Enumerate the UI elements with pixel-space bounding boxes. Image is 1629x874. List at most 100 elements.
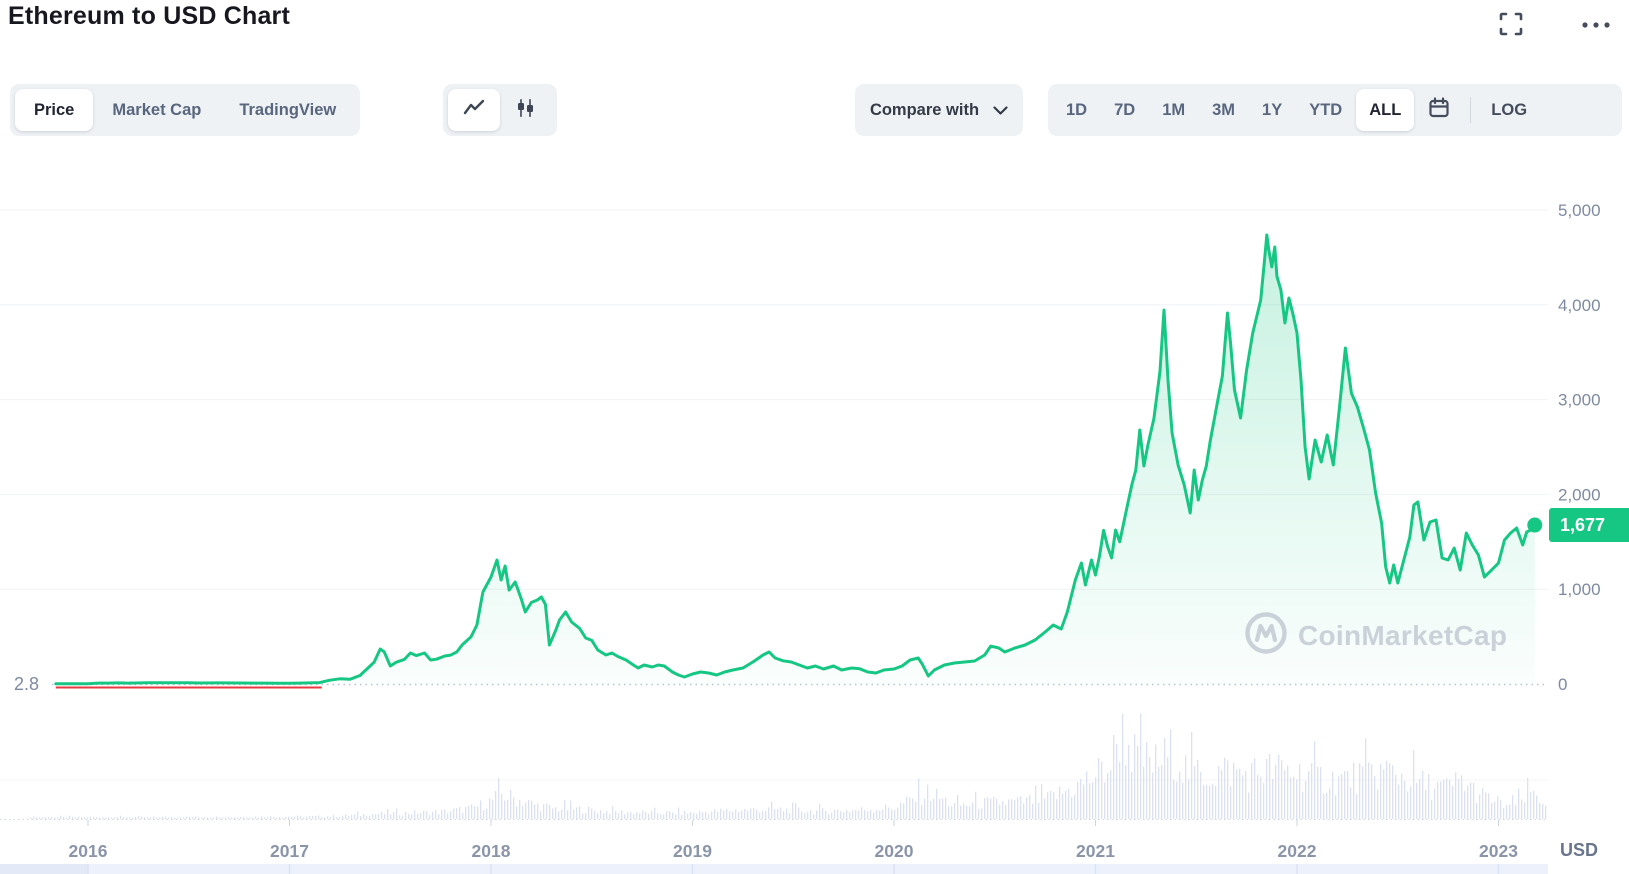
toolbar-divider: [1470, 97, 1472, 123]
volume-bar: [603, 813, 605, 819]
volume-bar: [249, 817, 251, 819]
volume-bar: [723, 810, 725, 819]
volume-bar: [258, 817, 260, 819]
volume-bar: [486, 808, 488, 819]
coinmarketcap-logo-icon: [1244, 611, 1288, 660]
range-all-button[interactable]: ALL: [1356, 89, 1415, 131]
volume-bar: [1389, 763, 1391, 819]
range-1d-button[interactable]: 1D: [1053, 89, 1100, 131]
volume-bar: [645, 811, 647, 819]
volume-bar: [891, 809, 893, 819]
volume-bar: [1044, 798, 1046, 819]
volume-bar: [744, 808, 746, 819]
volume-bar: [285, 816, 287, 819]
volume-bar: [1191, 732, 1193, 819]
tab-market-cap[interactable]: Market Cap: [93, 89, 220, 131]
volume-bar: [1293, 776, 1295, 819]
volume-bar: [822, 807, 824, 819]
volume-bar: [252, 817, 254, 819]
range-band[interactable]: [0, 864, 1548, 874]
volume-bar: [939, 798, 941, 819]
volume-bar: [1530, 792, 1532, 819]
fullscreen-button[interactable]: [1494, 10, 1528, 40]
volume-bar: [612, 806, 614, 819]
volume-bar: [489, 798, 491, 819]
line-chart-button[interactable]: [448, 89, 500, 131]
volume-bar: [414, 810, 416, 819]
volume-bar: [1143, 766, 1145, 819]
volume-bar: [1440, 781, 1442, 819]
volume-bar: [42, 817, 44, 819]
range-band-left-segment[interactable]: [0, 864, 88, 874]
tab-tradingview[interactable]: TradingView: [220, 89, 355, 131]
volume-bar: [1005, 805, 1007, 819]
range-ytd-button[interactable]: YTD: [1296, 89, 1355, 131]
volume-bar: [750, 808, 752, 819]
x-axis-label: 2018: [472, 841, 511, 861]
volume-bar: [1194, 765, 1196, 819]
volume-bar: [807, 811, 809, 819]
volume-bar: [1506, 805, 1508, 819]
volume-bar: [1353, 762, 1355, 819]
volume-bar: [813, 814, 815, 819]
volume-bar: [1473, 782, 1475, 819]
volume-bar: [1209, 785, 1211, 819]
volume-bar: [327, 816, 329, 819]
volume-bar: [1056, 799, 1058, 819]
volume-bar: [1347, 770, 1349, 819]
volume-bar: [579, 806, 581, 819]
volume-bar: [600, 810, 602, 819]
volume-bar: [678, 807, 680, 819]
more-options-button[interactable]: [1576, 10, 1616, 40]
volume-bar: [594, 810, 596, 819]
volume-bar: [675, 814, 677, 819]
volume-bar: [636, 812, 638, 819]
volume-bar: [1242, 775, 1244, 819]
min-price-label: 2.8: [14, 674, 40, 694]
volume-bar: [774, 808, 776, 819]
compare-with-dropdown[interactable]: Compare with: [855, 84, 1023, 136]
range-7d-button[interactable]: 7D: [1101, 89, 1148, 131]
volume-bar: [1287, 765, 1289, 819]
volume-bar: [87, 817, 89, 819]
volume-bar: [1101, 761, 1103, 819]
volume-bar: [60, 815, 62, 819]
candlestick-chart-button[interactable]: [500, 89, 552, 131]
date-range-calendar-button[interactable]: [1415, 89, 1463, 131]
volume-bar: [435, 810, 437, 819]
volume-bar: [1248, 792, 1250, 819]
volume-bar: [765, 810, 767, 819]
volume-bar: [540, 811, 542, 819]
volume-bar: [69, 815, 71, 819]
volume-bar: [735, 809, 737, 819]
volume-bar: [681, 814, 683, 819]
volume-bar: [441, 810, 443, 819]
log-scale-toggle[interactable]: LOG: [1478, 89, 1540, 131]
range-1y-button[interactable]: 1Y: [1249, 89, 1295, 131]
volume-bar: [426, 810, 428, 819]
volume-bar: [720, 808, 722, 819]
volume-bar: [282, 817, 284, 819]
volume-bar: [210, 817, 212, 819]
volume-bar: [237, 817, 239, 819]
volume-bar: [852, 810, 854, 819]
volume-bar: [1533, 791, 1535, 819]
volume-bar: [1041, 784, 1043, 819]
volume-bar: [942, 798, 944, 819]
volume-bar: [792, 802, 794, 819]
volume-bar: [1488, 793, 1490, 819]
range-1m-button[interactable]: 1M: [1149, 89, 1198, 131]
volume-bar: [987, 797, 989, 819]
volume-bar: [1059, 786, 1061, 819]
volume-bar: [1455, 772, 1457, 819]
volume-bar: [162, 816, 164, 819]
volume-bar: [801, 811, 803, 819]
volume-bar: [993, 797, 995, 819]
y-axis-label: 1,000: [1558, 580, 1601, 599]
volume-bar: [588, 806, 590, 819]
volume-bar: [1296, 779, 1298, 819]
volume-bar: [1221, 770, 1223, 819]
tab-price[interactable]: Price: [15, 89, 94, 131]
range-3m-button[interactable]: 3M: [1199, 89, 1248, 131]
